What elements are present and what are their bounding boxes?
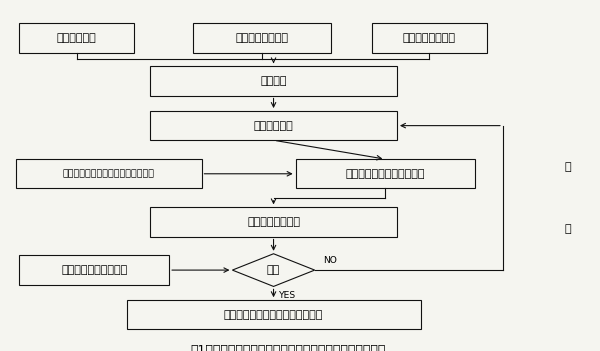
Text: 栽培管理条件調査: 栽培管理条件調査: [235, 33, 288, 43]
Bar: [127, 300, 421, 330]
Text: 土壌断面調査: 土壌断面調査: [56, 33, 97, 43]
Text: 品質からみたリンゴの栽培適地図: 品質からみたリンゴの栽培適地図: [224, 310, 323, 320]
Bar: [150, 66, 397, 95]
Text: リンゴの品質測定: リンゴの品質測定: [403, 33, 456, 43]
Bar: [296, 159, 475, 188]
Text: NO: NO: [323, 256, 337, 265]
Text: 照合: 照合: [267, 265, 280, 275]
Text: 栽培適地図の試作: 栽培適地図の試作: [247, 217, 300, 227]
Text: 正: 正: [564, 224, 571, 234]
Text: リンゴ園分布実態調査: リンゴ園分布実態調査: [61, 265, 127, 275]
Bar: [372, 23, 487, 53]
Text: 修: 修: [564, 162, 571, 172]
Bar: [150, 111, 397, 140]
Text: YES: YES: [280, 291, 296, 299]
Bar: [19, 23, 134, 53]
Polygon shape: [232, 254, 314, 286]
Bar: [16, 159, 202, 188]
Text: 図1．品質からみたリンゴの栽培適地図の作成手順模式図: 図1．品質からみたリンゴの栽培適地図の作成手順模式図: [191, 344, 386, 351]
Text: 細密土地条件メッシュデータベース: 細密土地条件メッシュデータベース: [63, 169, 155, 178]
Bar: [19, 256, 169, 285]
Text: 評価式の決定: 評価式の決定: [254, 121, 293, 131]
Bar: [150, 207, 397, 237]
Text: 統計解析: 統計解析: [260, 76, 287, 86]
Text: メッシュ毎の評価点の計算: メッシュ毎の評価点の計算: [346, 169, 425, 179]
Bar: [193, 23, 331, 53]
